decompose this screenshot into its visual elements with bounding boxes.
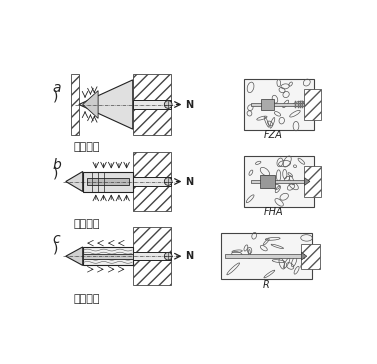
Bar xyxy=(87,178,129,185)
Polygon shape xyxy=(79,80,133,129)
Bar xyxy=(297,102,299,108)
Bar xyxy=(221,233,312,279)
Bar xyxy=(305,89,322,120)
Bar xyxy=(133,177,171,186)
Bar xyxy=(244,79,314,130)
Text: 摩擦结合: 摩擦结合 xyxy=(73,219,100,229)
Text: FHA: FHA xyxy=(264,207,283,217)
Bar xyxy=(133,227,171,285)
Bar xyxy=(305,166,322,197)
Bar xyxy=(83,254,133,258)
Bar xyxy=(295,102,296,108)
Text: N: N xyxy=(185,99,193,110)
Bar xyxy=(133,74,171,135)
Polygon shape xyxy=(301,252,307,260)
Bar xyxy=(251,179,305,183)
Bar xyxy=(133,252,171,260)
Bar xyxy=(260,175,275,188)
Bar xyxy=(71,74,79,135)
Text: N: N xyxy=(185,251,193,261)
Polygon shape xyxy=(66,247,83,265)
Text: N: N xyxy=(185,177,193,186)
Polygon shape xyxy=(83,91,98,118)
Text: ): ) xyxy=(53,90,58,104)
Bar xyxy=(301,244,320,269)
Text: 材料结合: 材料结合 xyxy=(73,293,100,304)
Bar xyxy=(261,99,274,110)
Text: 凸型结合: 凸型结合 xyxy=(73,142,100,152)
Bar xyxy=(83,247,133,265)
Bar xyxy=(300,102,301,108)
Text: a: a xyxy=(53,80,61,95)
Text: c: c xyxy=(53,232,60,246)
Bar xyxy=(133,100,171,109)
Polygon shape xyxy=(305,178,310,185)
Bar xyxy=(133,152,171,211)
Ellipse shape xyxy=(164,252,172,260)
Text: FZA: FZA xyxy=(264,130,282,140)
Polygon shape xyxy=(66,171,83,191)
Bar xyxy=(302,102,303,108)
Bar xyxy=(225,254,305,258)
Bar xyxy=(83,171,133,191)
Ellipse shape xyxy=(164,101,172,108)
Text: R: R xyxy=(263,280,270,290)
Text: b: b xyxy=(53,158,61,171)
Bar xyxy=(244,157,314,206)
Text: ): ) xyxy=(53,241,58,256)
Ellipse shape xyxy=(164,178,172,185)
Bar xyxy=(251,103,305,106)
Text: ): ) xyxy=(53,167,58,181)
